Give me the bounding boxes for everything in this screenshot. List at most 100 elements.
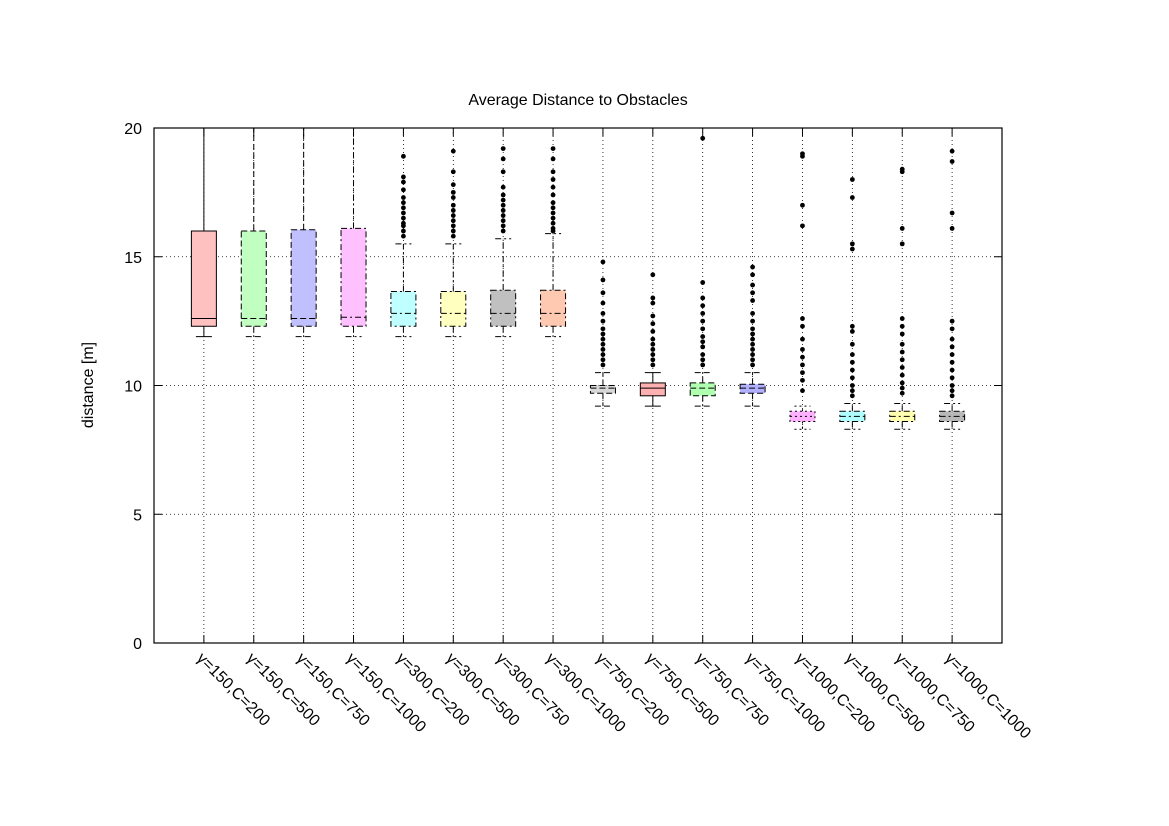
outlier-point [899,349,905,355]
outlier-point [450,148,456,154]
outlier-point [750,362,755,368]
box-group [789,151,816,430]
outlier-point [450,213,456,218]
box-group [440,148,467,338]
y-tick-label: 5 [133,507,142,524]
box-group [340,128,367,338]
box [540,289,567,327]
outlier-point [899,365,905,370]
outlier-point [550,146,556,152]
x-axis-ticks: γ=150,C=200γ=150,C=500γ=150,C=750γ=150,C… [193,128,1034,742]
outlier-point [500,197,506,203]
outlier-point [600,336,606,342]
outlier-point [450,195,456,200]
outlier-point [899,385,905,391]
outlier-point [700,339,706,345]
outlier-point [800,388,805,394]
outlier-point [750,357,755,363]
outlier-point [899,316,905,321]
boxes [190,128,966,430]
outlier-point [700,344,706,350]
outlier-point [550,205,556,211]
outlier-point [600,277,606,283]
outlier-point [500,156,506,162]
box-group [240,128,267,338]
outlier-point [550,156,556,162]
box [240,230,267,327]
outlier-point [949,226,955,231]
outlier-point [600,357,606,363]
box-group [639,272,666,407]
outlier-point [700,352,706,357]
outlier-point [650,321,656,327]
outlier-point [700,334,706,339]
outlier-point [800,336,805,342]
box [190,230,217,327]
outlier-point [849,388,855,394]
outlier-point [650,313,656,319]
outlier-point [700,280,706,285]
box-group [390,153,417,338]
outlier-point [500,228,506,234]
outlier-point [401,174,406,180]
outlier-point [700,135,706,141]
outlier-point [800,362,805,368]
outlier-point [500,169,506,175]
y-axis-label: distance [m] [80,342,97,428]
outlier-point [550,200,556,206]
outlier-point [650,347,656,352]
outlier-point [849,177,855,182]
outlier-point [899,331,905,337]
outlier-point [700,295,706,301]
outlier-point [849,359,855,365]
outlier-point [949,210,955,216]
outlier-point [700,357,706,363]
outlier-point [750,311,755,316]
y-tick-label: 10 [124,379,142,396]
box [490,289,517,327]
outlier-point [600,326,606,332]
outlier-point [800,151,805,157]
outlier-point [700,362,706,368]
outlier-point [750,264,755,270]
outlier-point [650,295,656,301]
outlier-point [949,318,955,324]
outlier-point [450,189,456,195]
outlier-point [500,208,506,213]
outlier-point [550,220,556,226]
outlier-point [500,213,506,218]
outlier-point [450,228,456,234]
box [440,291,467,327]
outlier-point [899,390,905,396]
outlier-point [550,210,556,216]
box-group [589,259,616,407]
outlier-point [750,326,755,332]
outlier-point [600,311,606,316]
outlier-point [650,272,656,278]
outlier-point [899,323,905,329]
outlier-point [401,153,406,159]
box [290,229,317,327]
outlier-point [550,184,556,190]
outlier-point [849,375,855,381]
box-group [490,146,517,338]
outlier-point [600,290,606,296]
outlier-point [949,326,955,332]
outlier-point [600,318,606,324]
outlier-point [800,323,805,329]
outlier-point [600,347,606,352]
outlier-point [949,388,955,394]
outlier-point [500,192,506,198]
y-tick-label: 15 [124,250,142,267]
outlier-point [800,202,805,208]
outlier-point [650,329,656,334]
outlier-point [450,223,456,229]
outlier-point [450,233,456,239]
box-group [889,166,916,430]
box [390,291,417,327]
outlier-point [401,215,406,221]
outlier-point [600,331,606,337]
box [689,382,716,397]
outlier-point [700,318,706,324]
